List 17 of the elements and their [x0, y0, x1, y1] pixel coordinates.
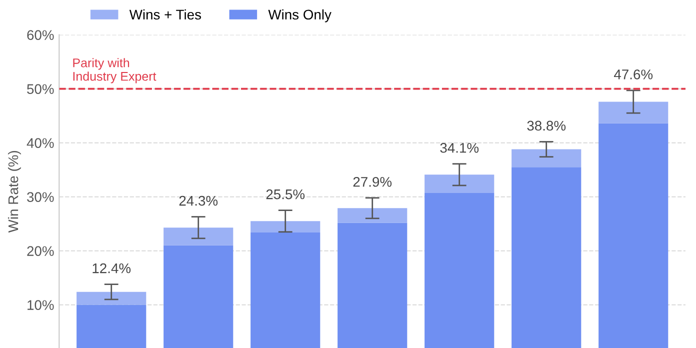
y-tick-label: 10%	[28, 300, 54, 310]
total-label: 27.9%	[353, 176, 392, 187]
y-tick-label: 30%	[27, 192, 54, 202]
y-tick-label: 40%	[26, 138, 54, 148]
total-label: 38.8%	[527, 120, 566, 131]
total-label: 47.6%	[614, 70, 653, 80]
legend-label: Wins + Ties	[129, 9, 202, 20]
total-label: 12.4%	[92, 263, 131, 274]
y-tick-label: 60%	[27, 30, 54, 40]
y-tick-label: 20%	[27, 246, 54, 256]
y-axis-title: Win Rate (%)	[8, 150, 21, 233]
total-label: 25.5%	[266, 189, 305, 200]
total-label: 34.1%	[440, 142, 479, 153]
ref-line-label: Parity with Industry Expert	[73, 58, 156, 84]
legend-label: Wins Only	[268, 9, 332, 22]
y-tick-label: 50%	[27, 84, 54, 94]
total-label: 24.3%	[179, 196, 218, 206]
